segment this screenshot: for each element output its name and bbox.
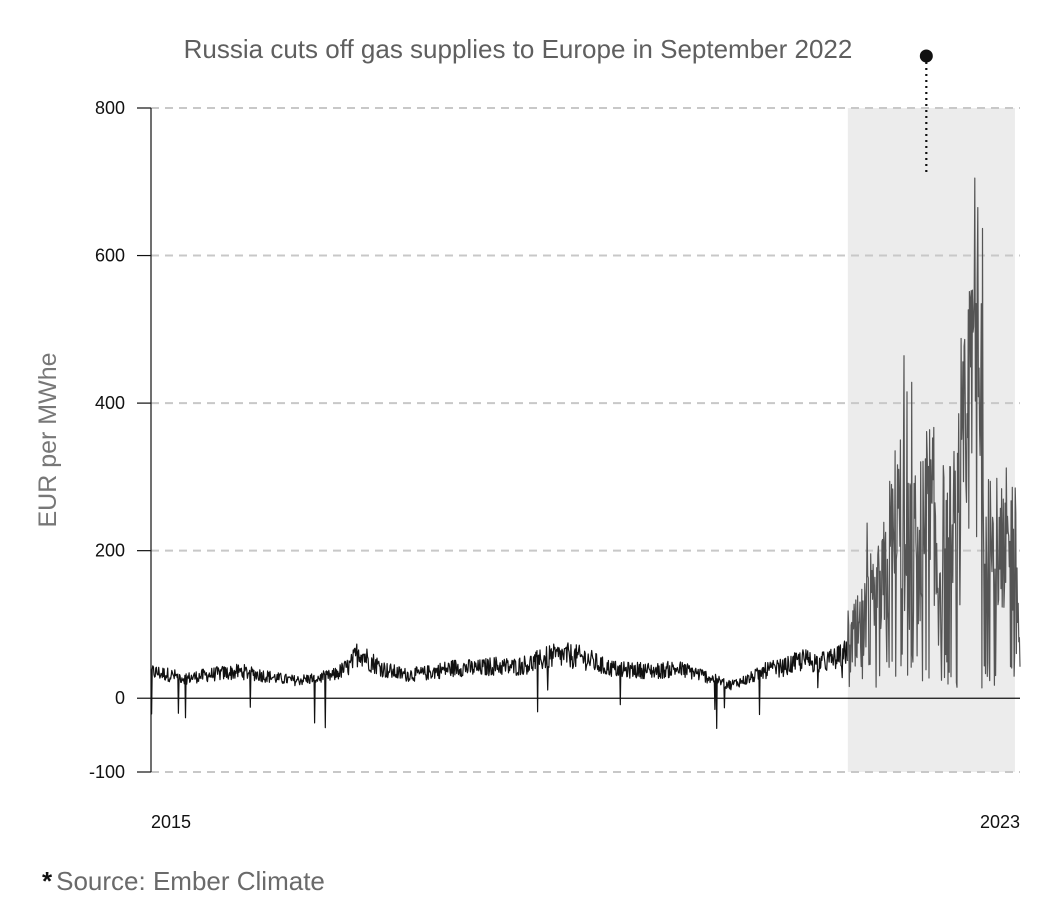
- annotation-marker: [919, 49, 933, 176]
- y-tick-label: -100: [89, 762, 125, 782]
- price-chart: Russia cuts off gas supplies to Europe i…: [34, 34, 1021, 832]
- series-line-pre-crisis: [150, 640, 849, 730]
- x-tick-label: 2023: [980, 812, 1020, 832]
- gridlines: [151, 107, 1020, 773]
- y-axis-label: EUR per MWhe: [34, 352, 62, 527]
- y-axis-ticks: 800 600 400 200 0 -100: [89, 98, 151, 782]
- annotation-dot: [919, 49, 933, 63]
- footnote-star: *: [42, 866, 53, 896]
- chart-title: Russia cuts off gas supplies to Europe i…: [184, 34, 853, 64]
- x-axis-ticks: 2015 2023: [151, 812, 1020, 832]
- y-tick-label: 800: [95, 98, 125, 118]
- series-line-crisis: [846, 177, 1021, 689]
- x-tick-label: 2015: [151, 812, 191, 832]
- source-text: Source: Ember Climate: [56, 866, 325, 896]
- y-tick-label: 0: [115, 688, 125, 708]
- y-tick-label: 200: [95, 541, 125, 561]
- series-lines: [150, 177, 1021, 730]
- y-tick-label: 600: [95, 246, 125, 266]
- y-tick-label: 400: [95, 393, 125, 413]
- source-note: * Source: Ember Climate: [42, 866, 325, 897]
